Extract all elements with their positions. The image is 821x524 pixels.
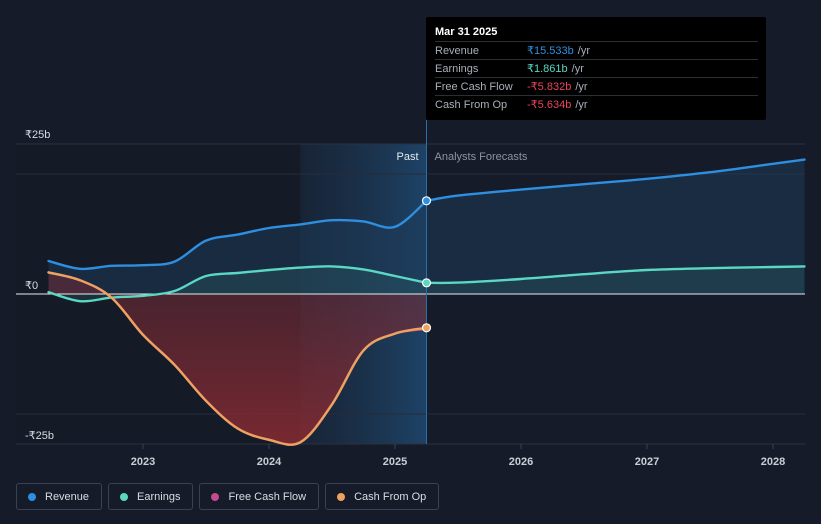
legend-label: Free Cash Flow: [228, 490, 307, 503]
revenue-marker: [421, 196, 432, 206]
earnings-dot-icon: [120, 492, 129, 501]
earnings-marker: [421, 278, 432, 288]
x-tick-label: 2024: [257, 456, 282, 468]
tooltip-row-name: Free Cash Flow: [435, 80, 513, 93]
chart-legend: Revenue Earnings Free Cash Flow Cash Fro…: [16, 483, 440, 510]
tooltip-row-value: -₹5.634b: [527, 99, 572, 111]
tooltip-row-unit: /yr: [571, 62, 584, 75]
legend-label: Earnings: [137, 490, 181, 503]
tooltip-row-value: ₹15.533b: [527, 45, 574, 57]
earnings-line-forecast: [425, 265, 806, 285]
legend-item-revenue[interactable]: Revenue: [16, 483, 103, 510]
tooltip-row-unit: /yr: [575, 98, 588, 111]
y-tick-label: -₹25b: [25, 430, 54, 442]
x-tick-label: 2028: [761, 456, 785, 468]
tooltip-row-name: Revenue: [435, 44, 480, 57]
hover-tooltip: Mar 31 2025 Revenue ₹15.533b /yr Earning…: [426, 17, 766, 120]
tooltip-row-name: Cash From Op: [435, 98, 508, 111]
series-lines: [47, 158, 806, 446]
y-axis-labels: ₹25b ₹0 -₹25b: [25, 129, 54, 442]
past-label: Past: [396, 151, 418, 163]
tooltip-date: Mar 31 2025: [435, 26, 498, 38]
tooltip-row-value: ₹1.861b: [527, 63, 568, 75]
x-tick-label: 2025: [383, 456, 407, 468]
gridlines: [16, 143, 805, 449]
tooltip-row-unit: /yr: [577, 44, 590, 57]
legend-label: Revenue: [45, 490, 90, 503]
tooltip-row-value: -₹5.832b: [527, 81, 572, 93]
cash-from-op-dot-icon: [337, 492, 346, 501]
tooltip-row-earnings: Earnings ₹1.861b /yr: [435, 59, 758, 77]
x-tick-label: 2026: [509, 456, 533, 468]
x-tick-label: 2027: [635, 456, 659, 468]
revenue-line-past: [47, 199, 428, 271]
legend-item-free-cash-flow[interactable]: Free Cash Flow: [199, 483, 320, 510]
x-tick-label: 2023: [131, 456, 155, 468]
x-axis-labels: 2023 2024 2025 2026 2027 2028: [131, 456, 785, 468]
tooltip-row-cash-from-op: Cash From Op -₹5.634b /yr: [435, 95, 758, 113]
cash-from-op-marker: [421, 323, 432, 333]
revenue-line-forecast: [425, 158, 806, 202]
analysts-forecasts-label: Analysts Forecasts: [435, 151, 528, 163]
cash-from-op-line-past: [47, 271, 428, 446]
series-markers: [421, 196, 432, 333]
free-cash-flow-dot-icon: [211, 492, 220, 501]
legend-item-earnings[interactable]: Earnings: [108, 483, 194, 510]
tooltip-row-revenue: Revenue ₹15.533b /yr: [435, 41, 758, 59]
free-cash-flow-area: [48, 272, 427, 445]
tooltip-row-name: Earnings: [435, 62, 479, 75]
revenue-dot-icon: [28, 492, 36, 501]
y-tick-label: ₹0: [25, 280, 38, 292]
tooltip-row-unit: /yr: [575, 80, 588, 93]
y-tick-label: ₹25b: [25, 129, 50, 141]
legend-label: Cash From Op: [354, 490, 427, 503]
tooltip-row-free-cash-flow: Free Cash Flow -₹5.832b /yr: [435, 77, 758, 95]
legend-item-cash-from-op[interactable]: Cash From Op: [325, 483, 440, 510]
